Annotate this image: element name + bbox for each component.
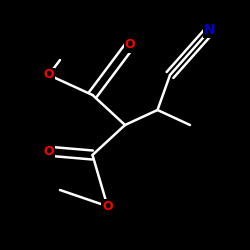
Text: O: O	[44, 68, 54, 82]
Text: N: N	[204, 23, 216, 37]
Text: O: O	[102, 200, 113, 213]
Text: O: O	[125, 38, 135, 52]
Text: O: O	[44, 145, 54, 158]
